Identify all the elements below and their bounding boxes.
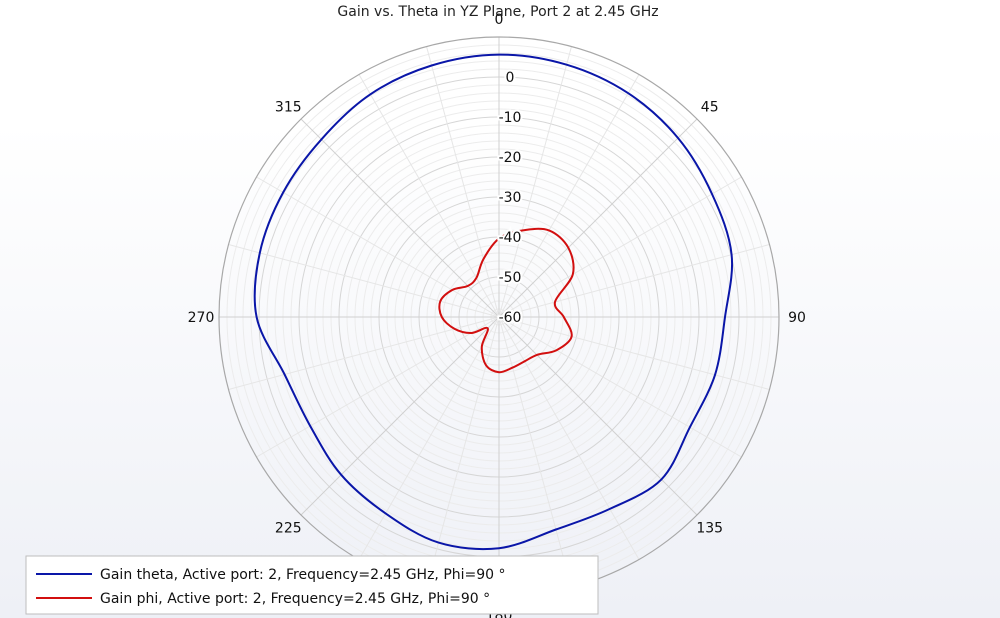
chart-title: Gain vs. Theta in YZ Plane, Port 2 at 2.…	[337, 4, 658, 20]
series-line-gain-phi	[438, 227, 575, 374]
radial-tick-label: -40	[499, 230, 522, 246]
grid-spoke	[256, 176, 500, 318]
series-layer	[253, 53, 734, 551]
grid-spoke	[498, 74, 640, 318]
grid-spoke	[358, 316, 500, 560]
angle-tick-label: 270	[188, 310, 215, 326]
legend-box	[25, 555, 599, 615]
legend-label-gain-theta: Gain theta, Active port: 2, Frequency=2.…	[100, 567, 506, 583]
grid-spoke	[498, 316, 770, 390]
grid-spoke	[256, 316, 500, 458]
grid-spoke	[300, 118, 500, 318]
grid-spoke	[498, 316, 572, 588]
angle-tick-label: 315	[275, 99, 302, 115]
grid-spoke	[498, 176, 742, 318]
grid-spoke	[498, 118, 698, 318]
radial-tick-label: 0	[506, 70, 515, 86]
grid-spoke	[228, 244, 500, 318]
grid-spoke	[498, 316, 742, 458]
radial-tick-label: -10	[499, 110, 522, 126]
angle-tick-label: 0	[495, 12, 504, 28]
grid-spoke	[358, 74, 500, 318]
grid-spoke	[498, 316, 640, 560]
radial-tick-label: -60	[499, 310, 522, 326]
legend: Gain theta, Active port: 2, Frequency=2.…	[25, 555, 599, 615]
angle-tick-label: 135	[696, 521, 723, 537]
grid-spoke	[426, 46, 500, 318]
radial-tick-label: -20	[499, 150, 522, 166]
angle-tick-label: 225	[275, 521, 302, 537]
radial-tick-label: -50	[499, 270, 522, 286]
radial-tick-label: -30	[499, 190, 522, 206]
series-line-gain-theta	[253, 53, 734, 551]
grid-spoke	[498, 244, 770, 318]
grid-spoke	[498, 46, 572, 318]
legend-label-gain-phi: Gain phi, Active port: 2, Frequency=2.45…	[100, 591, 490, 607]
tick-labels: 045901351802252703150-10-20-30-40-50-60	[188, 12, 806, 618]
angle-tick-label: 45	[701, 99, 719, 115]
angle-tick-label: 90	[788, 310, 806, 326]
grid-spoke	[498, 316, 698, 516]
grid-spoke	[300, 316, 500, 516]
